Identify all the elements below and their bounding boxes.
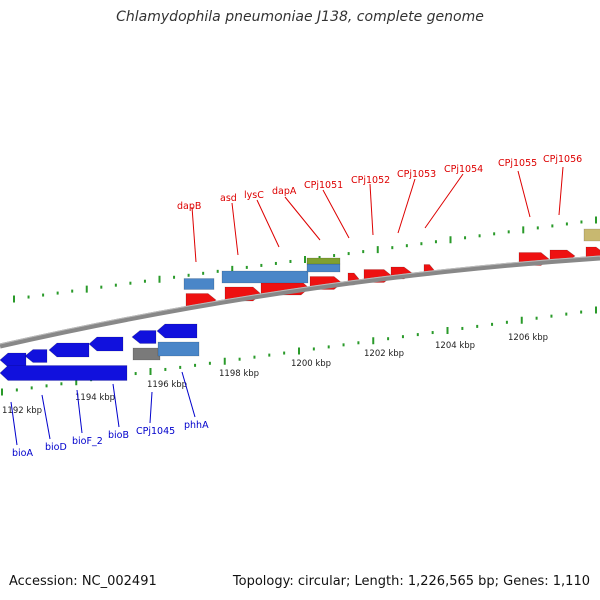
- scale-label: 1192 kbp: [2, 406, 42, 416]
- reverse-gene-label: bioF_2: [72, 436, 103, 447]
- gene-feature-bar: [306, 263, 341, 273]
- forward-gene-label: CPj1055: [498, 158, 537, 169]
- forward-label-leader: [424, 173, 464, 229]
- scale-label: 1196 kbp: [147, 380, 187, 390]
- scale-label: 1200 kbp: [291, 359, 331, 369]
- reverse-cds-arrow: [131, 330, 157, 344]
- scale-label: 1206 kbp: [508, 333, 548, 343]
- reverse-gene-label: bioD: [45, 442, 67, 453]
- pseudo-feature-bar: [132, 347, 161, 361]
- reverse-gene-label: bioA: [12, 448, 33, 459]
- gene-feature-bar: [221, 270, 309, 284]
- scale-label: 1194 kbp: [75, 393, 115, 403]
- forward-label-leader: [369, 183, 374, 236]
- map-title: Chlamydophila pneumoniae J138, complete …: [116, 9, 484, 25]
- scale-label: 1198 kbp: [219, 369, 259, 379]
- forward-gene-label: CPj1056: [543, 154, 582, 165]
- reverse-gene-label: phhA: [184, 420, 209, 431]
- forward-label-leader: [256, 199, 280, 248]
- genome-backbone: [0, 255, 600, 349]
- reverse-label-leader: [181, 371, 196, 418]
- accession-text: Accession: NC_002491: [9, 574, 157, 589]
- reverse-gene-label: bioB: [108, 430, 129, 441]
- forward-gene-label: dapB: [177, 201, 201, 212]
- gene-feature-bar: [183, 278, 215, 290]
- scale-labels-layer: 1192 kbp 1194 kbp 1196 kbp 1198 kbp 1200 kbp…: [2, 333, 548, 416]
- genome-summary-text: Topology: circular; Length: 1,226,565 bp…: [232, 574, 590, 589]
- gene-labels-layer: dapB asd lysC dapA CPj1051 CPj1052 CPj1053 CPj1…: [10, 154, 582, 459]
- reverse-cds-arrow: [24, 349, 48, 363]
- forward-gene-label: dapA: [272, 186, 297, 197]
- scale-label: 1202 kbp: [364, 349, 404, 359]
- forward-label-leader: [397, 178, 416, 234]
- forward-label-leader: [558, 166, 564, 216]
- reverse-label-leader: [76, 389, 83, 434]
- reverse-cds-arrow: [156, 323, 198, 339]
- forward-gene-label: CPj1053: [397, 169, 436, 180]
- reverse-cds-arrow: [48, 342, 90, 358]
- forward-label-leader: [284, 196, 321, 241]
- backbone-layer: [0, 255, 600, 349]
- forward-label-leader: [322, 189, 350, 239]
- reverse-cds-arrow: [0, 352, 27, 368]
- misc-feature-bar: [583, 228, 600, 242]
- forward-label-leader: [517, 170, 531, 218]
- scale-label: 1204 kbp: [435, 341, 475, 351]
- reverse-label-leader: [112, 383, 120, 428]
- forward-gene-label: asd: [220, 193, 237, 204]
- forward-label-leader: [231, 202, 239, 256]
- tick-marks-layer: [1, 216, 597, 396]
- forward-label-leader: [191, 206, 197, 263]
- genome-backbone-highlight: [0, 255, 600, 345]
- reverse-label-leader: [149, 391, 153, 424]
- forward-gene-label: CPj1051: [304, 180, 343, 191]
- reverse-label-leader: [41, 394, 51, 440]
- reverse-gene-label: CPj1045: [136, 426, 175, 437]
- reverse-label-leader: [10, 401, 18, 446]
- forward-gene-label: CPj1054: [444, 164, 483, 175]
- reverse-cds-arrow: [0, 365, 128, 381]
- features-layer: [0, 228, 600, 381]
- gene-feature-bar: [157, 341, 200, 357]
- forward-gene-label: lysC: [244, 190, 264, 201]
- reverse-cds-arrow: [88, 336, 124, 352]
- other-feature-bar: [306, 257, 341, 265]
- forward-gene-label: CPj1052: [351, 175, 390, 186]
